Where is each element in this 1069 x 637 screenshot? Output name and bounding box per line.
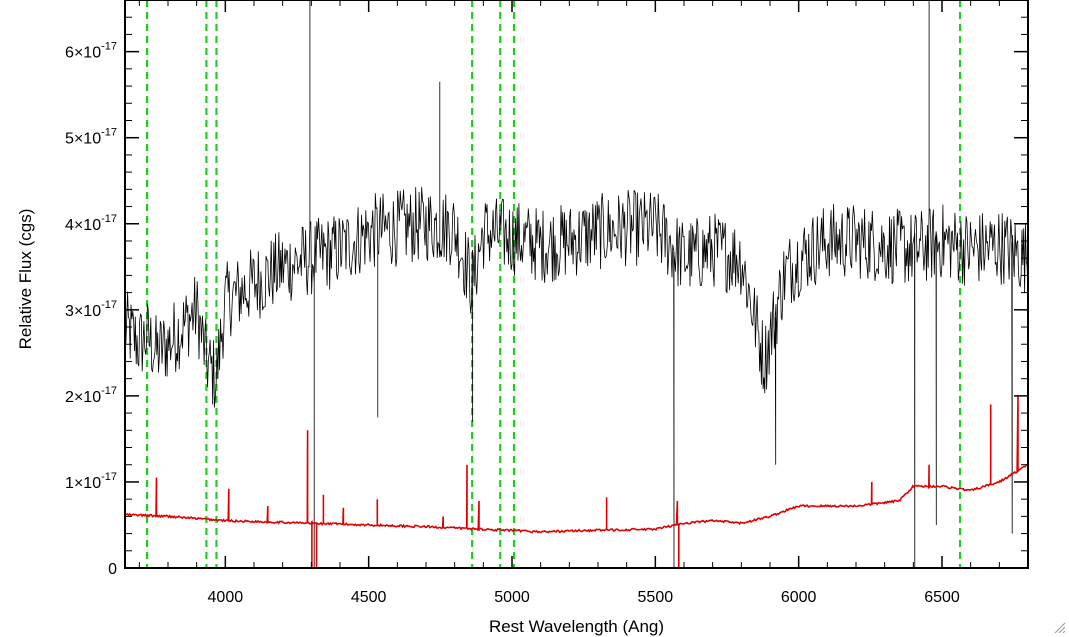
x-tick-label: 6000	[781, 589, 817, 606]
y-tick-label: 2×10-17	[65, 385, 117, 406]
y-tick-label: 1×10-17	[65, 471, 117, 492]
series-line-0	[124, 0, 1029, 569]
series-black-spectrum	[124, 0, 1029, 569]
series-red-spectrum	[124, 395, 1028, 568]
x-tick-label: 5500	[638, 589, 674, 606]
y-tick-label: 5×10-17	[65, 127, 117, 148]
series-line-1	[124, 395, 1028, 568]
y-tick-label: 4×10-17	[65, 213, 117, 234]
y-tick-label: 3×10-17	[65, 299, 117, 320]
x-tick-label: 4500	[351, 589, 387, 606]
resize-grip-icon[interactable]	[1053, 621, 1065, 633]
x-tick-label: 4000	[208, 589, 244, 606]
plot-frame	[124, 0, 1029, 569]
x-tick-label: 5000	[494, 589, 530, 606]
y-tick-label: 0	[108, 561, 117, 578]
x-axis-ticks: 4000 4500 5000 5500 6000 6500	[138, 0, 1029, 606]
reference-lines	[145, 0, 962, 568]
y-axis-ticks: 0 1×10-17 2×10-17 3×10-17 4×10-17 5×10-17 6×10…	[65, 16, 1028, 578]
y-tick-label: 6×10-17	[65, 41, 117, 62]
y-axis-title: Relative Flux (cgs)	[16, 209, 35, 350]
x-axis-title: Rest Wavelength (Ang)	[489, 617, 664, 636]
x-tick-label: 6500	[924, 589, 960, 606]
